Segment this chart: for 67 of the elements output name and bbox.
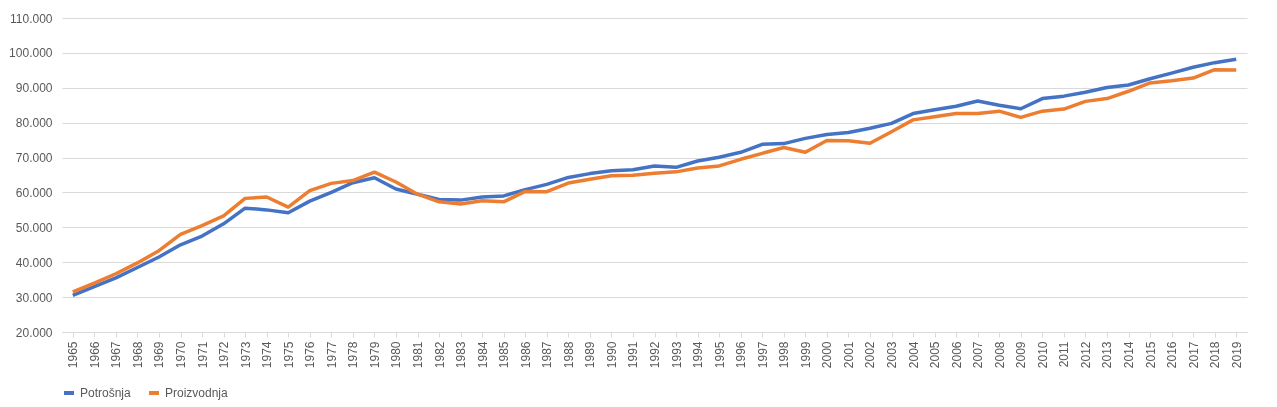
x-tick-label: 1971	[195, 341, 210, 369]
x-tick-label: 1975	[281, 341, 296, 369]
y-tick-label: 50.000	[15, 220, 53, 235]
x-tick-label: 2000	[820, 341, 835, 369]
x-tick-label: 1970	[174, 341, 188, 369]
x-tick-label: 2012	[1078, 341, 1093, 369]
x-tick-label: 1969	[152, 341, 167, 369]
x-tick-label: 1996	[734, 341, 749, 369]
y-tick-label: 90.000	[15, 81, 53, 96]
x-tick-label: 2003	[885, 341, 899, 369]
y-tick-label: 110.000	[10, 11, 53, 26]
x-tick-label: 1984	[475, 341, 490, 369]
x-tick-label: 1982	[432, 341, 447, 369]
x-tick-label: 1980	[389, 341, 404, 369]
x-tick-label: 2015	[1143, 341, 1158, 369]
x-tick-label: 2002	[863, 341, 878, 369]
x-tick-label: 2019	[1229, 341, 1244, 369]
legend-label: Potrošnja	[80, 386, 132, 400]
y-tick-label: 70.000	[15, 151, 53, 166]
x-tick-label: 2009	[1014, 341, 1029, 369]
x-tick-label: 1991	[626, 341, 641, 369]
x-tick-label: 1998	[777, 341, 792, 369]
x-tick-label: 1986	[518, 341, 533, 369]
x-tick-label: 2017	[1186, 341, 1201, 369]
x-tick-label: 1976	[303, 341, 318, 369]
x-tick-label: 1968	[130, 341, 145, 369]
x-tick-label: 1990	[604, 341, 619, 369]
x-tick-label: 2013	[1100, 341, 1115, 369]
x-tick-label: 2014	[1122, 341, 1136, 369]
x-tick-label: 1995	[712, 341, 727, 369]
x-tick-label: 1967	[109, 341, 124, 369]
x-tick-label: 2004	[906, 341, 921, 369]
y-tick-label: 80.000	[15, 116, 53, 131]
x-tick-label: 1977	[324, 341, 339, 369]
x-tick-label: 2007	[971, 341, 986, 369]
y-tick-label: 40.000	[15, 255, 53, 270]
x-tick-label: 1978	[346, 341, 361, 369]
x-tick-label: 2008	[992, 341, 1007, 369]
x-tick-label: 1981	[411, 341, 425, 369]
legend-label: Proizvodnja	[165, 386, 229, 400]
y-tick-label: 60.000	[15, 185, 53, 200]
x-tick-label: 1965	[66, 341, 81, 369]
x-tick-label: 1994	[691, 341, 706, 369]
x-tick-label: 2005	[928, 341, 943, 369]
x-tick-label: 1974	[260, 341, 275, 369]
x-tick-label: 2016	[1165, 341, 1180, 369]
x-tick-label: 2011	[1057, 341, 1072, 368]
x-tick-label: 1985	[497, 341, 512, 369]
x-tick-label: 1999	[798, 341, 813, 369]
x-tick-label: 1997	[755, 341, 770, 369]
x-tick-label: 1992	[648, 341, 662, 369]
x-tick-label: 1979	[367, 341, 382, 369]
x-tick-label: 2001	[841, 341, 856, 369]
y-tick-label: 20.000	[15, 325, 53, 340]
x-tick-label: 1989	[583, 341, 598, 369]
x-tick-label: 2006	[949, 341, 964, 369]
x-tick-label: 1988	[561, 341, 576, 369]
x-tick-label: 1983	[454, 341, 469, 369]
y-tick-label: 100.000	[9, 46, 53, 61]
x-tick-label: 2010	[1035, 341, 1050, 369]
x-tick-label: 1966	[87, 341, 102, 369]
x-tick-label: 1973	[238, 341, 253, 369]
y-tick-label: 30.000	[15, 290, 53, 305]
x-tick-label: 1987	[540, 341, 555, 369]
x-tick-label: 2018	[1208, 341, 1223, 369]
x-tick-label: 1993	[669, 341, 684, 369]
x-tick-label: 1972	[217, 341, 232, 369]
